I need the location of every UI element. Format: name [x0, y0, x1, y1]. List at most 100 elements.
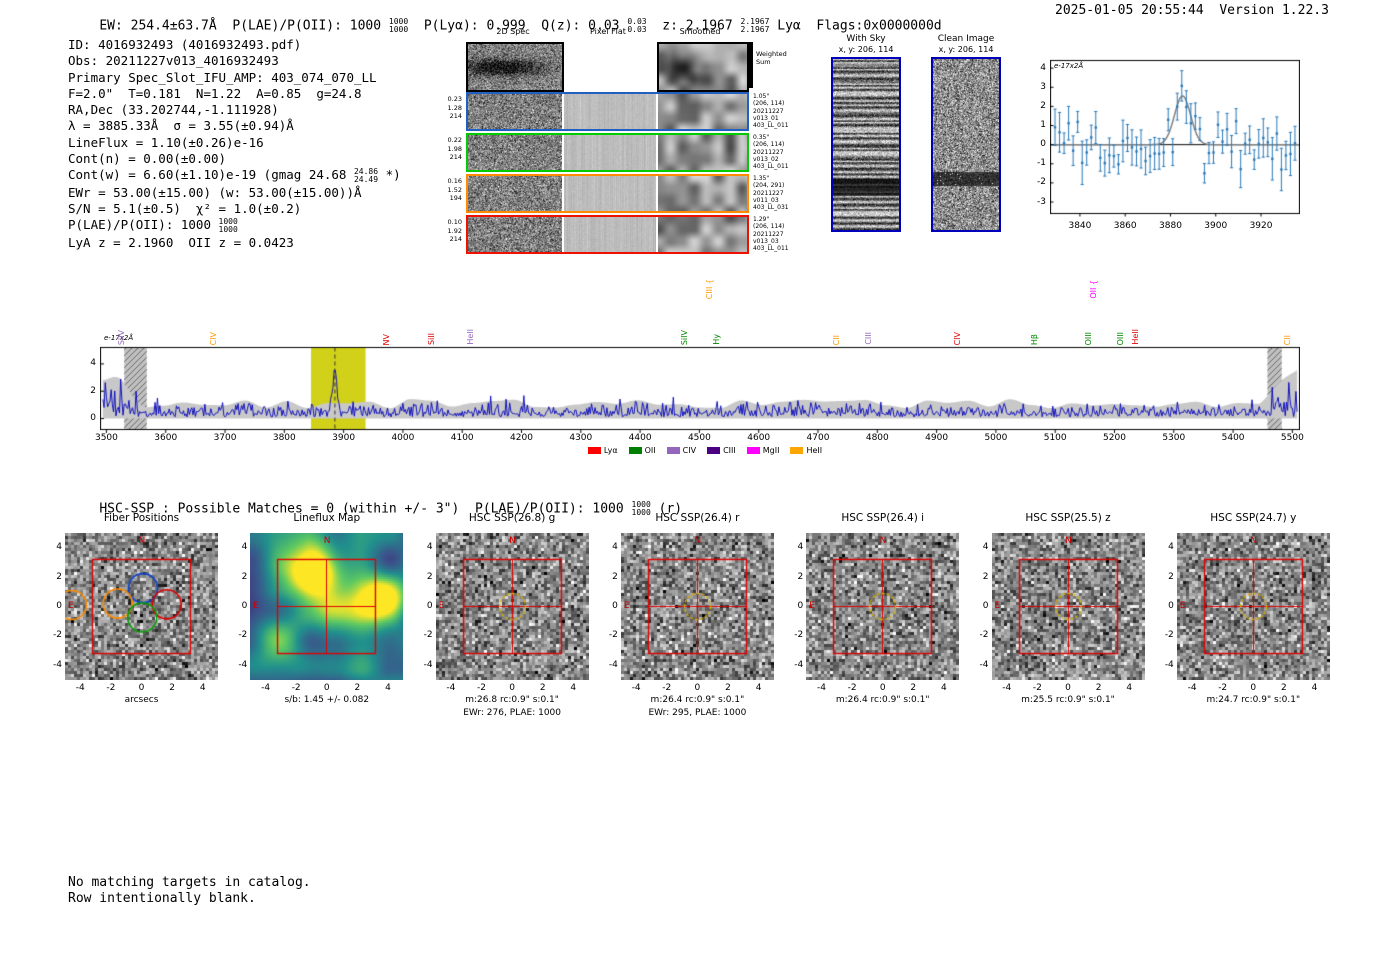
info-line-fraction: 1000 1000 — [218, 216, 238, 235]
weighted-sum-label: Weighted Sum — [756, 50, 787, 66]
cutout-y-tick-label: -2 — [608, 630, 618, 641]
compass-north-label: N — [879, 536, 887, 546]
cutout-x-tick-label: 2 — [725, 683, 731, 693]
cutout-caption: s/b: 1.45 +/- 0.082 — [284, 695, 370, 705]
zoom-x-tick-label: 3900 — [1204, 221, 1228, 231]
fraction-hi: 1000 — [218, 216, 238, 226]
cutout-y-tick-label: -4 — [238, 659, 248, 670]
spectrum-x-tick-label: 4200 — [510, 433, 533, 443]
summary-header: EW: 254.4±63.7Å P(LAE)/P(OII): 1000 1000… — [68, 3, 942, 50]
spec2d-row-3 — [466, 174, 749, 213]
cutout-y-tick-label: 4 — [1168, 542, 1174, 553]
cutout-y-tick-label: 0 — [241, 601, 248, 611]
col-header-2d-spec: 2D Spec — [496, 27, 530, 36]
pixel-flat-strip — [564, 94, 656, 129]
emission-line-label: CII — [1283, 334, 1293, 345]
legend-label: CIV — [682, 446, 697, 455]
cutout-x-tick-label: -4 — [817, 683, 826, 693]
compass-north-label: N — [1250, 536, 1258, 546]
info-line-text: P(LAE)/P(OII): 1000 — [68, 217, 219, 233]
fiber-id-labels: 1.29" (206, 114) 20211227 v013_03 403_LL… — [753, 216, 789, 253]
qz-fraction: 0.03 0.03 — [627, 17, 646, 35]
cutout-y-tick-label: -4 — [979, 659, 989, 670]
fiber-weight-labels: 0.23 1.28 214 — [447, 95, 462, 120]
legend-item: HeII — [790, 446, 822, 455]
emission-line-labels: SiIV CIV NV SiII HeII SiIV CIII {Hy CII CIII CIV H… — [0, 277, 1400, 345]
plae-fraction-hi: 1000 — [388, 17, 409, 26]
cutout-y-tick-label: 0 — [1168, 601, 1174, 611]
clean-image-subtitle: x, y: 206, 114 — [938, 45, 994, 54]
cutout-x-tick-label: 0 — [138, 683, 145, 693]
cutout-image-hsc — [1176, 533, 1330, 680]
legend-label: MgII — [762, 446, 780, 455]
cutout-x-tick-label: 4 — [570, 683, 577, 693]
legend-label: Lyα — [603, 446, 618, 455]
cutout-y-tick-label: 4 — [612, 542, 618, 553]
info-line-7: LineFlux = 1.10(±0.26)e-16 — [68, 134, 264, 150]
fraction-hi: 24.86 — [353, 166, 379, 176]
weighted-label-line1: Weighted — [756, 50, 787, 58]
spectrum-x-tick-label: 4000 — [391, 433, 415, 443]
cutout-x-tick-label: 0 — [1250, 683, 1257, 693]
cutout-y-tick-label: 2 — [426, 571, 433, 582]
legend-item: MgII — [746, 446, 780, 455]
cutout-y-tick-label: -4 — [1164, 659, 1174, 670]
cutout-caption: m:26.4 rc:0.9" s:0.1" — [835, 695, 930, 705]
cutout-x-tick-label: 4 — [941, 683, 947, 693]
cutout-caption: m:26.8 rc:0.9" s:0.1" — [465, 695, 559, 705]
compass-east-label: E — [1179, 600, 1186, 611]
spectrum-x-tick-label: 5100 — [1043, 433, 1067, 443]
emission-line-label: SiIV — [679, 329, 689, 345]
zoom-y-tick-label: 1 — [1040, 120, 1046, 131]
cutout-x-tick-label: -4 — [261, 683, 271, 693]
cutout-y-tick-label: -2 — [1164, 630, 1174, 641]
cutout-y-tick-label: 0 — [612, 601, 618, 611]
cutout-y-tick-label: 2 — [982, 571, 989, 582]
fraction-lo: 24.49 — [353, 175, 379, 185]
2d-spec-strip — [468, 94, 562, 129]
header-flags: Lyα Flags:0x0000000d — [769, 18, 942, 34]
fiber-weight-labels: 0.22 1.98 214 — [447, 136, 462, 161]
cutout-x-axis-label: arcsecs — [124, 695, 159, 705]
cutout-y-tick-label: 2 — [241, 571, 248, 582]
cutout-x-tick-label: 0 — [323, 683, 330, 693]
zoom-y-tick-label: 4 — [1040, 62, 1046, 73]
spectrum-x-tick-label: 5500 — [1280, 433, 1304, 443]
compass-east-label: E — [253, 600, 259, 611]
pixel-flat-strip — [564, 217, 656, 252]
emission-line-label: OIII — [1115, 331, 1125, 345]
spectrum-x-tick-label: 4700 — [806, 433, 830, 443]
cutout-x-tick-label: -4 — [1187, 683, 1197, 693]
info-line-1: ID: 4016932493 (4016932493.pdf) — [68, 37, 302, 52]
spectrum-y-tick-label: 2 — [90, 385, 96, 396]
2d-spec-strip — [468, 176, 562, 211]
hsc-plae-fraction: 1000 1000 — [631, 500, 651, 518]
cutout-x-tick-label: 2 — [169, 683, 175, 693]
cutout-title: HSC SSP(25.5) z — [1025, 512, 1111, 524]
cutout-x-tick-label: 4 — [199, 683, 206, 693]
emission-line-label: CIV — [953, 331, 963, 345]
with-sky-cutout-image — [831, 57, 901, 232]
zoom-y-tick-label: -2 — [1037, 177, 1046, 188]
cutout-y-tick-label: 4 — [241, 542, 248, 553]
zoom-x-tick-label: 3880 — [1159, 221, 1182, 231]
cutout-caption: m:25.5 rc:0.9" s:0.1" — [1021, 695, 1115, 705]
spectrum-x-tick-label: 3600 — [154, 433, 178, 443]
zoom-flux-units-label: e-17x2Å — [1054, 62, 1084, 70]
cutout-x-tick-label: -2 — [1218, 683, 1228, 693]
info-line-10: EWr = 53.00(±15.00) (w: 53.00(±15.00))Å — [68, 184, 362, 200]
cutout-caption: EWr: 295, PLAE: 1000 — [648, 708, 747, 718]
with-sky-title: With Sky — [846, 34, 886, 44]
plae-fraction-lo: 1000 — [388, 25, 409, 35]
cutout-x-tick-label: 0 — [509, 683, 515, 693]
emission-line-label: CIII { — [705, 278, 715, 299]
cutout-image-fibers — [65, 533, 218, 680]
zoom-y-tick-label: 0 — [1040, 139, 1046, 150]
z-fraction-lo: 2.1967 — [740, 25, 770, 35]
smoothed-strip — [658, 135, 747, 170]
spectrum-x-tick-label: 4500 — [687, 433, 711, 443]
cutout-y-tick-label: 0 — [426, 601, 433, 611]
spectrum-x-tick-label: 4300 — [569, 433, 593, 443]
cutout-y-tick-label: -4 — [794, 659, 804, 670]
hsc-plae-fraction-hi: 1000 — [631, 500, 651, 509]
